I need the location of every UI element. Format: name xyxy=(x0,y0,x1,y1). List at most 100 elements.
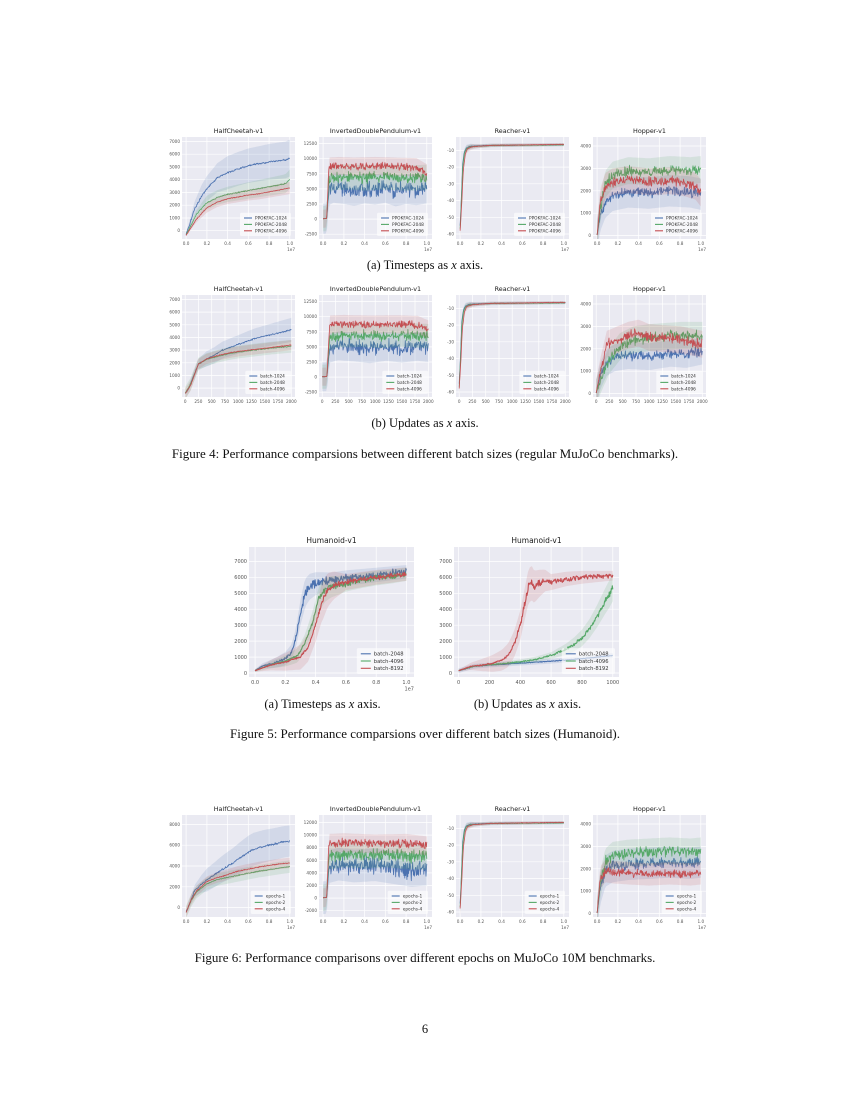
svg-text:batch-1024: batch-1024 xyxy=(397,374,422,380)
svg-text:7000: 7000 xyxy=(169,297,180,302)
svg-text:2000: 2000 xyxy=(560,399,571,404)
svg-text:-50: -50 xyxy=(447,893,454,898)
svg-text:250: 250 xyxy=(605,399,613,404)
svg-text:6000: 6000 xyxy=(169,843,180,848)
svg-text:0.0: 0.0 xyxy=(457,919,464,924)
figure6-caption: Figure 6: Performance comparisons over d… xyxy=(194,950,656,965)
svg-text:epochs-1: epochs-1 xyxy=(403,894,423,900)
svg-text:2500: 2500 xyxy=(306,360,317,365)
svg-text:Reacher-v1: Reacher-v1 xyxy=(495,805,531,813)
svg-text:batch-1024: batch-1024 xyxy=(534,374,559,380)
svg-text:2000: 2000 xyxy=(234,639,247,645)
figure4-subcaption-a: (a) Timesteps as x axis. xyxy=(0,258,850,273)
svg-text:1750: 1750 xyxy=(410,399,421,404)
svg-text:1000: 1000 xyxy=(580,889,591,894)
chart-fig4b-reacher: 0 250 500 750 1000 1250 1500 1750 2000 -60 -50 -40 -… xyxy=(437,284,574,412)
svg-text:batch-4096: batch-4096 xyxy=(579,659,609,665)
svg-text:4000: 4000 xyxy=(169,335,180,340)
figure5-row: 0.0 0.2 0.4 0.6 0.8 1.0 0 1000 2000 3000 4000 5000 6… xyxy=(0,534,850,694)
svg-text:3000: 3000 xyxy=(580,166,591,171)
svg-text:epochs-2: epochs-2 xyxy=(677,900,697,906)
svg-text:0: 0 xyxy=(177,386,180,391)
svg-text:7500: 7500 xyxy=(306,329,317,334)
svg-text:0: 0 xyxy=(314,896,317,901)
svg-text:-30: -30 xyxy=(447,859,454,864)
svg-text:-10: -10 xyxy=(447,148,454,153)
svg-text:0.6: 0.6 xyxy=(382,241,389,246)
svg-text:0: 0 xyxy=(458,399,461,404)
figure6-row: 0.0 0.2 0.4 0.6 0.8 1.0 0 2000 4000 6000 8000 1e7 Ha… xyxy=(12,804,850,932)
svg-text:0.0: 0.0 xyxy=(251,680,259,686)
svg-text:1.0: 1.0 xyxy=(286,241,293,246)
svg-text:3000: 3000 xyxy=(169,348,180,353)
chart-fig6-inverteddoublependulum: 0.0 0.2 0.4 0.6 0.8 1.0 -2000 0 2000 4000 6000 8000… xyxy=(300,804,437,932)
svg-text:5000: 5000 xyxy=(169,165,180,170)
svg-text:1000: 1000 xyxy=(644,399,655,404)
svg-text:-60: -60 xyxy=(447,910,454,915)
svg-text:0.4: 0.4 xyxy=(635,919,642,924)
svg-text:1500: 1500 xyxy=(533,399,544,404)
svg-text:3000: 3000 xyxy=(439,623,452,629)
svg-text:1750: 1750 xyxy=(273,399,284,404)
chart-canvas: 0.0 0.2 0.4 0.6 0.8 1.0 -60 -50 -40 -30 -20 -10 1e7 R… xyxy=(447,805,569,930)
svg-text:6000: 6000 xyxy=(169,310,180,315)
figure4-row-b: 0 250 500 750 1000 1250 1500 1750 2000 0 1000 2000 3… xyxy=(12,284,850,412)
svg-text:-40: -40 xyxy=(447,356,454,361)
svg-text:1.0: 1.0 xyxy=(423,919,430,924)
chart-fig5a-humanoid: 0.0 0.2 0.4 0.6 0.8 1.0 0 1000 2000 3000 4000 5000 6… xyxy=(225,534,420,694)
svg-text:0.4: 0.4 xyxy=(224,241,231,246)
svg-text:0.8: 0.8 xyxy=(266,919,273,924)
svg-text:0: 0 xyxy=(321,399,324,404)
svg-text:batch-8192: batch-8192 xyxy=(374,666,404,672)
svg-text:1.0: 1.0 xyxy=(697,919,704,924)
subcaption-text: (b) Updates as xyxy=(371,416,447,430)
svg-text:-2500: -2500 xyxy=(305,232,318,237)
svg-text:0.8: 0.8 xyxy=(540,919,547,924)
chart-fig4b-hopper: 0 250 500 750 1000 1250 1500 1750 2000 0 1000 2000 3… xyxy=(574,284,711,412)
svg-text:3000: 3000 xyxy=(580,324,591,329)
chart-canvas: 0.0 0.2 0.4 0.6 0.8 1.0 0 1000 2000 3000 4000 5000 6… xyxy=(234,536,414,693)
subcaption-text: (b) Updates as xyxy=(473,697,550,711)
svg-text:batch-2048: batch-2048 xyxy=(260,380,285,386)
svg-text:400: 400 xyxy=(516,680,526,686)
svg-text:epochs-4: epochs-4 xyxy=(677,906,697,912)
svg-text:PPOKFAC-1024: PPOKFAC-1024 xyxy=(529,216,561,222)
svg-text:Hopper-v1: Hopper-v1 xyxy=(633,805,666,813)
svg-text:0.0: 0.0 xyxy=(320,241,327,246)
svg-text:6000: 6000 xyxy=(306,858,317,863)
chart-canvas: 0 250 500 750 1000 1250 1500 1750 2000-250002500… xyxy=(304,285,434,404)
svg-text:0: 0 xyxy=(449,671,452,677)
svg-text:500: 500 xyxy=(208,399,216,404)
svg-text:10000: 10000 xyxy=(304,156,318,161)
svg-text:epochs-1: epochs-1 xyxy=(266,894,286,900)
svg-text:-10: -10 xyxy=(447,306,454,311)
svg-text:3000: 3000 xyxy=(169,190,180,195)
svg-text:6000: 6000 xyxy=(234,575,247,581)
svg-text:-50: -50 xyxy=(447,215,454,220)
svg-text:0: 0 xyxy=(588,233,591,238)
svg-text:epochs-2: epochs-2 xyxy=(540,900,560,906)
svg-text:-20: -20 xyxy=(447,323,454,328)
svg-text:3000: 3000 xyxy=(580,844,591,849)
svg-text:1500: 1500 xyxy=(396,399,407,404)
svg-text:5000: 5000 xyxy=(306,344,317,349)
svg-text:2000: 2000 xyxy=(580,866,591,871)
svg-text:1e7: 1e7 xyxy=(561,247,569,252)
svg-text:0.2: 0.2 xyxy=(478,919,485,924)
svg-text:0.4: 0.4 xyxy=(361,241,368,246)
svg-text:4000: 4000 xyxy=(580,302,591,307)
chart-canvas: 0.0 0.2 0.4 0.6 0.8 1.0 -60 -50 -40 -30 -20 -10 1e7 R… xyxy=(447,127,569,252)
svg-text:1e7: 1e7 xyxy=(287,925,295,930)
svg-text:PPOKFAC-2048: PPOKFAC-2048 xyxy=(392,222,424,228)
svg-text:PPOKFAC-1024: PPOKFAC-1024 xyxy=(392,216,424,222)
svg-text:0.6: 0.6 xyxy=(382,919,389,924)
figure4-subcaption-b: (b) Updates as x axis. xyxy=(0,416,850,431)
svg-text:epochs-1: epochs-1 xyxy=(540,894,560,900)
svg-text:InvertedDoublePendulum-v1: InvertedDoublePendulum-v1 xyxy=(330,805,421,813)
svg-text:0: 0 xyxy=(588,911,591,916)
svg-text:0: 0 xyxy=(244,671,247,677)
svg-text:PPOKFAC-2048: PPOKFAC-2048 xyxy=(529,222,561,228)
svg-text:-10: -10 xyxy=(447,826,454,831)
svg-text:0.4: 0.4 xyxy=(224,919,231,924)
svg-text:250: 250 xyxy=(194,399,202,404)
